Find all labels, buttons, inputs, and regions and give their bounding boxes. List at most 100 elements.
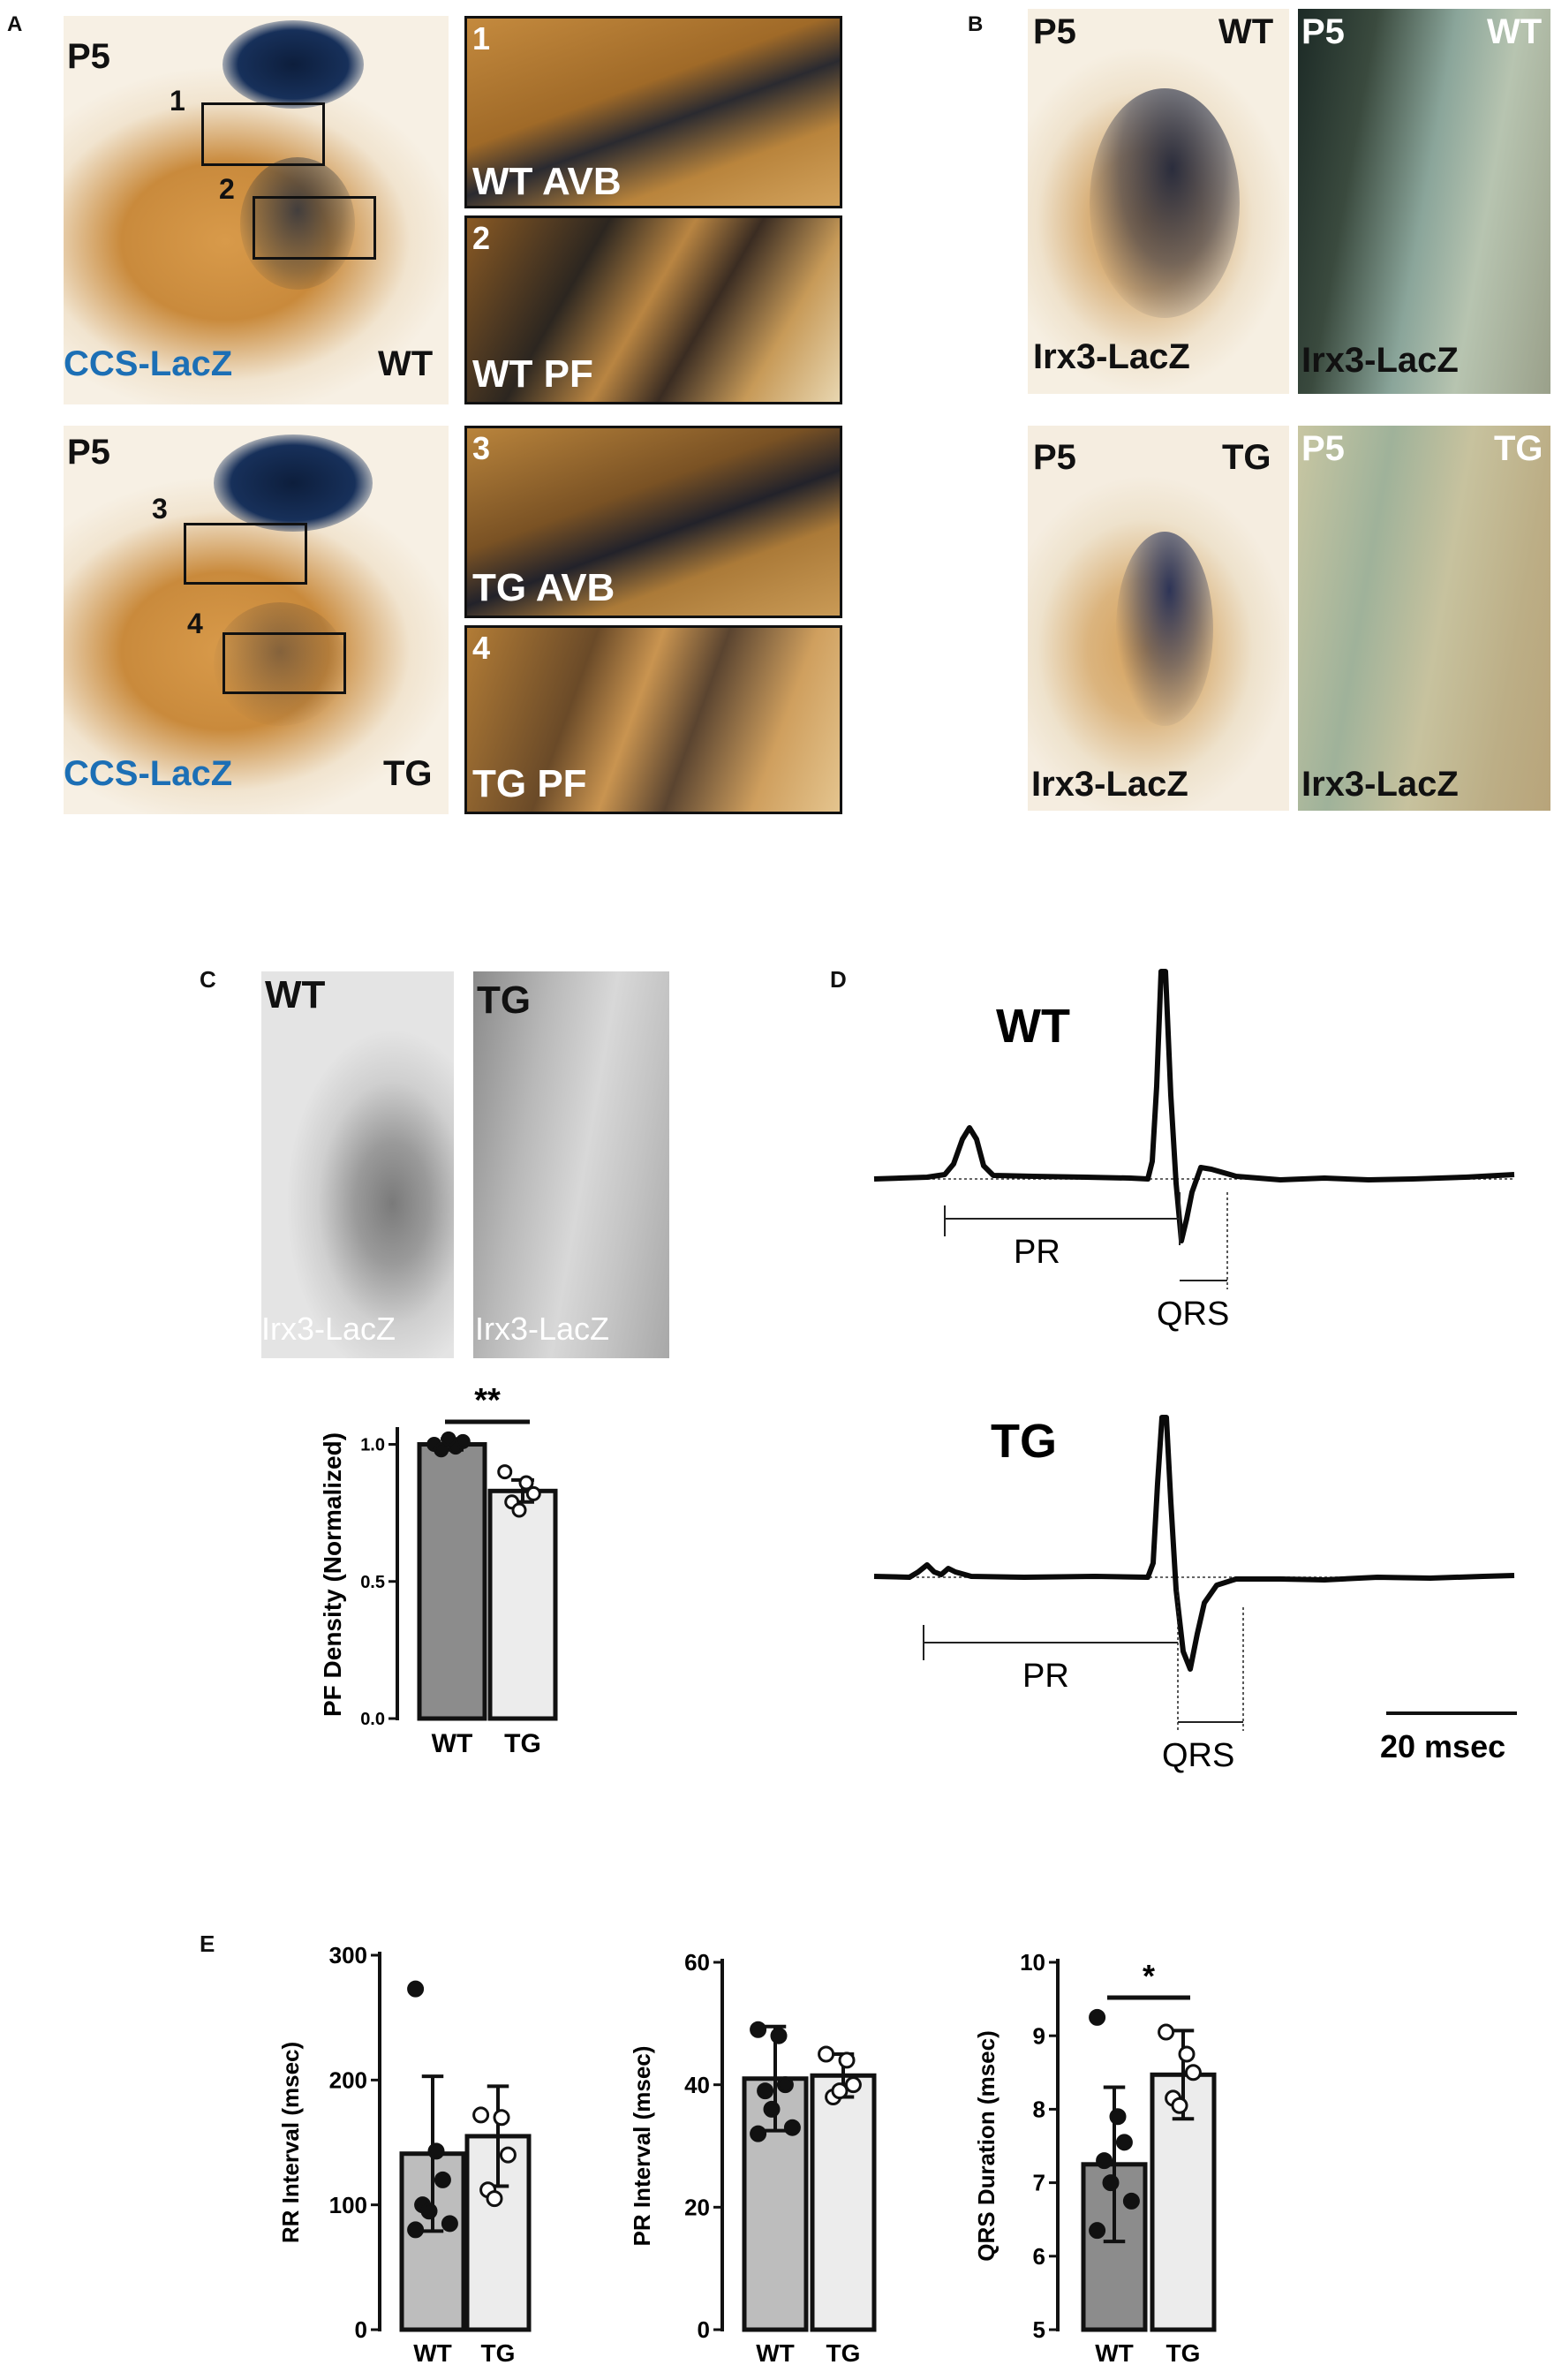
y-tick-label: 8 [1033, 2097, 1045, 2123]
y-tick-label: 20 [684, 2194, 710, 2220]
data-point [1089, 2008, 1106, 2026]
data-point [441, 2215, 458, 2233]
reporter-label: CCS-LacZ [64, 344, 233, 383]
box-number: 1 [170, 85, 185, 117]
panel-letter-b: B [968, 12, 984, 36]
data-point [1096, 2152, 1113, 2170]
y-axis-label: RR Interval (msec) [277, 2042, 304, 2243]
reporter-label: Irx3-LacZ [1301, 341, 1459, 380]
stain-region [1090, 88, 1240, 318]
photo-b-tg-zoom: P5 TG Irx3-LacZ [1298, 426, 1550, 811]
data-point [757, 2082, 774, 2100]
y-tick-label: 9 [1033, 2022, 1045, 2049]
data-point [776, 2076, 794, 2094]
data-point [1102, 2174, 1120, 2192]
inset-label: WT PF [472, 352, 593, 396]
box-number: 4 [187, 608, 203, 639]
y-tick-label: 0 [698, 2316, 710, 2343]
y-tick-label: 300 [329, 1942, 367, 1968]
y-axis-label: QRS Duration (msec) [973, 2030, 1000, 2262]
reporter-label: Irx3-LacZ [1031, 765, 1188, 804]
box-number: 2 [219, 173, 235, 205]
chart-pr-interval: PR Interval (msec) 0 20 40 60 WT TG [629, 1949, 877, 2367]
box-number: 3 [152, 493, 168, 525]
genotype-label: TG [477, 978, 532, 1022]
genotype-label: TG [1222, 438, 1271, 477]
inset-tg-avb: 3 TG AVB [464, 426, 842, 618]
data-point [427, 2142, 445, 2160]
stain-region [223, 20, 364, 109]
x-tick-label: TG [826, 2339, 861, 2367]
data-point [1115, 2134, 1133, 2151]
qrs-label: QRS [1162, 1737, 1234, 1774]
ecg-wt-trace [873, 969, 1515, 1243]
data-point [1109, 2108, 1127, 2126]
data-point [1184, 2064, 1202, 2082]
y-axis-label: PR Interval (msec) [629, 2046, 655, 2247]
inset-number: 1 [472, 20, 491, 57]
y-tick-label: 5 [1033, 2316, 1045, 2343]
data-point [783, 2119, 801, 2136]
data-point [407, 2221, 425, 2239]
data-point [511, 1502, 527, 1518]
zoom-box [184, 523, 307, 585]
photo-c-wt: WT Irx3-LacZ [261, 971, 454, 1358]
x-tick-label: WT [756, 2339, 795, 2367]
y-tick-label: 10 [1020, 1949, 1045, 1976]
data-point [518, 1475, 534, 1491]
ecg-tg-trace [873, 1415, 1515, 1672]
chart-pf-density: PF Density (Normalized) 0.0 0.5 1.0 WT TG ** [319, 1382, 558, 1758]
bar [417, 1442, 487, 1721]
photo-b-wt-zoom: P5 WT Irx3-LacZ [1298, 9, 1550, 394]
stage-label: P5 [1033, 438, 1076, 477]
inset-label: TG AVB [472, 566, 615, 609]
y-tick-label: 60 [684, 1949, 710, 1976]
reporter-label: Irx3-LacZ [475, 1311, 610, 1347]
photo-a-tg-heart: P5 3 4 CCS-LacZ TG [64, 426, 449, 814]
data-point [750, 2021, 767, 2038]
data-point [455, 1433, 471, 1449]
data-point [407, 1980, 425, 1998]
data-point [420, 2202, 438, 2220]
inset-number: 3 [472, 430, 491, 466]
y-tick-label: 0.5 [360, 1573, 385, 1592]
data-point [1089, 2222, 1106, 2240]
data-point [818, 2045, 835, 2063]
y-tick-label: 1.0 [360, 1436, 385, 1455]
stage-label: P5 [1033, 12, 1076, 51]
stage-label: P5 [67, 433, 110, 472]
panel-letter-d: D [830, 966, 847, 993]
y-tick-label: 40 [684, 2072, 710, 2098]
data-point [770, 2027, 788, 2044]
panel-letter-a: A [7, 12, 23, 36]
inset-tg-pf: 4 TG PF [464, 625, 842, 814]
photo-b-wt-heart: P5 WT Irx3-LacZ [1028, 9, 1289, 394]
stage-label: P5 [67, 37, 110, 76]
photo-b-tg-heart: P5 TG Irx3-LacZ [1028, 426, 1289, 811]
data-point [1171, 2097, 1188, 2114]
photo-a-wt-heart: P5 1 2 CCS-LacZ WT [64, 16, 449, 404]
data-point [838, 2051, 856, 2069]
inset-label: TG PF [472, 762, 587, 805]
stain-region [240, 157, 355, 290]
bar [487, 1488, 558, 1721]
data-point [1158, 2023, 1175, 2041]
data-point [493, 2109, 510, 2127]
inset-wt-avb: 1 WT AVB [464, 16, 842, 208]
significance-label: ** [474, 1382, 501, 1419]
reporter-label: Irx3-LacZ [1301, 765, 1459, 804]
bar [810, 2073, 877, 2332]
data-point [434, 2171, 451, 2188]
y-tick-label: 0.0 [360, 1710, 385, 1729]
y-tick-label: 100 [329, 2192, 367, 2218]
x-tick-label: WT [1095, 2339, 1134, 2367]
chart-rr-interval: RR Interval (msec) 0 100 200 300 WT TG [277, 1942, 532, 2367]
data-point [441, 1431, 456, 1447]
genotype-label: TG [1494, 429, 1543, 468]
y-tick-label: 0 [355, 2316, 367, 2343]
inset-number: 4 [472, 630, 491, 666]
x-tick-label: WT [432, 1729, 473, 1758]
genotype-label: WT [378, 344, 434, 383]
reporter-label: CCS-LacZ [64, 754, 233, 793]
data-point [434, 1442, 449, 1458]
